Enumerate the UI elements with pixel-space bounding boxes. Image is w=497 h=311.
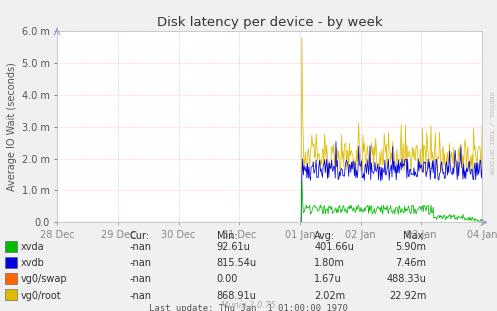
Text: xvda: xvda xyxy=(21,242,45,252)
Text: RRDTOOL / TOBI OETIKER: RRDTOOL / TOBI OETIKER xyxy=(489,92,494,175)
Text: 92.61u: 92.61u xyxy=(217,242,250,252)
Text: Last update: Thu Jan  1 01:00:00 1970: Last update: Thu Jan 1 01:00:00 1970 xyxy=(149,304,348,311)
Text: vg0/swap: vg0/swap xyxy=(21,274,68,285)
Text: 5.90m: 5.90m xyxy=(395,242,426,252)
FancyBboxPatch shape xyxy=(5,241,17,252)
Text: vg0/root: vg0/root xyxy=(21,290,62,300)
Text: 2.02m: 2.02m xyxy=(314,290,345,300)
Text: Cur:: Cur: xyxy=(129,231,149,241)
Text: 488.33u: 488.33u xyxy=(386,274,426,285)
Text: 401.66u: 401.66u xyxy=(314,242,354,252)
FancyBboxPatch shape xyxy=(5,289,17,300)
Text: 1.80m: 1.80m xyxy=(314,258,345,268)
Text: -nan: -nan xyxy=(129,290,151,300)
Title: Disk latency per device - by week: Disk latency per device - by week xyxy=(157,16,382,29)
Text: Max:: Max: xyxy=(403,231,426,241)
Text: -nan: -nan xyxy=(129,258,151,268)
Text: -nan: -nan xyxy=(129,274,151,285)
Text: Munin 2.0.75: Munin 2.0.75 xyxy=(221,301,276,310)
Y-axis label: Average IO Wait (seconds): Average IO Wait (seconds) xyxy=(7,62,17,191)
FancyBboxPatch shape xyxy=(5,273,17,284)
Text: 22.92m: 22.92m xyxy=(389,290,426,300)
Text: 815.54u: 815.54u xyxy=(217,258,257,268)
Text: 868.91u: 868.91u xyxy=(217,290,257,300)
Text: 7.46m: 7.46m xyxy=(395,258,426,268)
Text: Min:: Min: xyxy=(217,231,238,241)
Text: -nan: -nan xyxy=(129,242,151,252)
Text: 1.67u: 1.67u xyxy=(314,274,342,285)
Text: 0.00: 0.00 xyxy=(217,274,238,285)
Text: xvdb: xvdb xyxy=(21,258,45,268)
Text: Avg:: Avg: xyxy=(314,231,335,241)
FancyBboxPatch shape xyxy=(5,257,17,268)
